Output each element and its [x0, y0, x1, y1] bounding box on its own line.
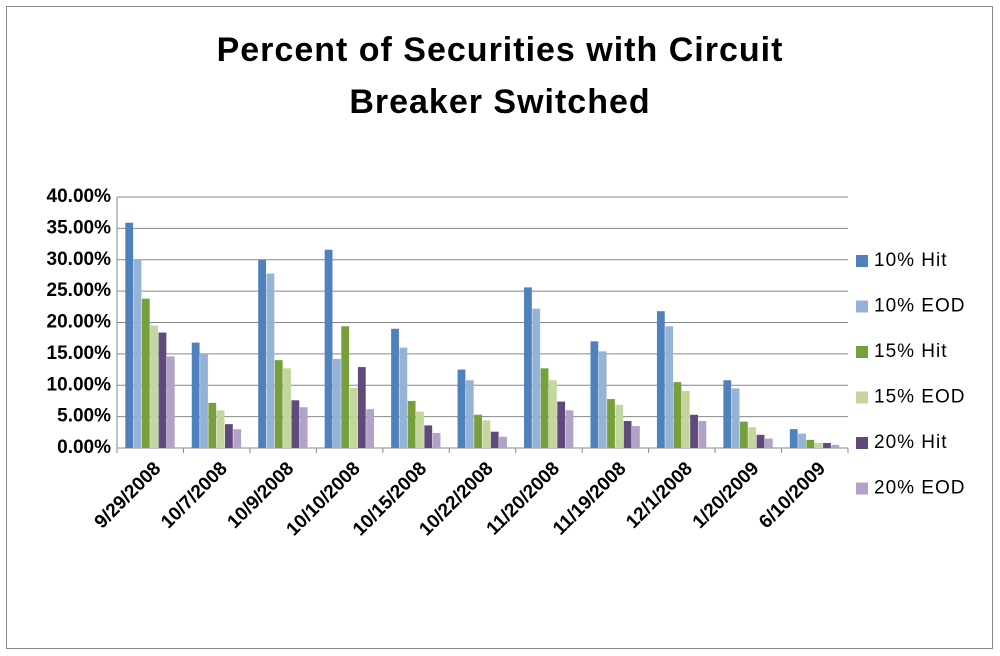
- bar: [673, 382, 682, 448]
- bar: [341, 326, 350, 448]
- bar: [656, 311, 665, 448]
- bar: [474, 414, 482, 448]
- bar: [291, 400, 300, 448]
- bar: [532, 308, 541, 448]
- bar: [798, 433, 806, 448]
- bar: [723, 380, 732, 448]
- y-tick-label: 35.00%: [47, 217, 112, 238]
- bar: [557, 401, 566, 448]
- bar: [756, 434, 765, 448]
- bar: [125, 222, 134, 448]
- x-tick-label: 10/7/2008: [157, 458, 232, 533]
- x-tick-label: 1/20/2009: [689, 458, 764, 533]
- legend-swatch: [856, 255, 868, 267]
- bar: [366, 409, 375, 448]
- y-tick-label: 20.00%: [47, 312, 112, 333]
- y-tick-label: 10.00%: [47, 374, 112, 395]
- y-tick-label: 5.00%: [57, 406, 111, 427]
- legend-label: 20% Hit: [874, 432, 948, 453]
- bar: [399, 347, 408, 448]
- chart-border: [6, 6, 993, 649]
- bar: [490, 431, 499, 448]
- legend-label: 10% Hit: [874, 250, 948, 271]
- bar: [465, 380, 474, 448]
- bar: [258, 259, 267, 448]
- bar: [789, 429, 798, 448]
- y-tick-label: 25.00%: [47, 280, 112, 301]
- bar: [424, 425, 433, 448]
- bar: [416, 411, 424, 448]
- bar: [200, 353, 208, 448]
- legend-label: 15% Hit: [874, 341, 948, 362]
- legend-swatch: [856, 300, 868, 313]
- bar: [357, 367, 366, 448]
- x-tick-label: 6/10/2009: [755, 458, 830, 533]
- y-tick-label: 15.00%: [47, 343, 112, 364]
- legend-swatch: [856, 346, 868, 358]
- chart-title: Percent of Securities with Circuit Break…: [216, 31, 784, 121]
- bar: [349, 387, 358, 448]
- bar: [133, 259, 142, 448]
- bar: [233, 429, 242, 448]
- bar: [740, 421, 748, 448]
- bar: [332, 358, 341, 448]
- bar: [623, 421, 632, 448]
- bar: [598, 351, 607, 448]
- legend-label: 15% EOD: [874, 387, 965, 408]
- bar: [565, 410, 574, 448]
- bar: [432, 432, 441, 448]
- legend-swatch: [856, 437, 868, 449]
- bar: [324, 249, 333, 448]
- bar: [748, 427, 757, 448]
- bar: [814, 442, 823, 448]
- bar: [665, 326, 674, 448]
- bar: [690, 414, 698, 448]
- bar: [731, 388, 740, 448]
- bar: [524, 287, 532, 448]
- bar: [299, 407, 308, 448]
- bar: [590, 341, 599, 448]
- bar: [457, 369, 466, 448]
- bar: [166, 356, 175, 448]
- y-tick-label: 0.00%: [57, 437, 111, 458]
- bar: [191, 342, 200, 448]
- bar: [208, 402, 217, 448]
- bar: [632, 426, 640, 448]
- bar: [274, 360, 283, 448]
- y-tick-label: 30.00%: [47, 249, 112, 270]
- bar: [216, 410, 225, 448]
- bar: [224, 424, 233, 448]
- legend-swatch: [856, 391, 868, 404]
- bar: [266, 273, 275, 448]
- bar: [391, 328, 399, 448]
- bar: [764, 438, 773, 448]
- bar: [499, 436, 507, 448]
- x-tick-label: 9/29/2008: [91, 458, 166, 533]
- bar: [482, 420, 491, 448]
- bar: [150, 325, 159, 448]
- y-tick-label: 40.00%: [47, 186, 112, 207]
- legend-label: 10% EOD: [874, 296, 965, 317]
- bar: [681, 390, 690, 448]
- bar: [831, 444, 840, 448]
- bar: [540, 368, 549, 448]
- x-tick-label: 12/1/2008: [622, 458, 697, 533]
- bar: [698, 421, 707, 448]
- bar: [823, 442, 831, 448]
- bar: [141, 298, 150, 448]
- bar: [158, 332, 167, 448]
- bar: [548, 380, 557, 448]
- bar: [607, 399, 615, 448]
- legend-label: 20% EOD: [874, 478, 965, 499]
- legend-swatch: [856, 482, 868, 495]
- bar: [615, 404, 624, 448]
- bar: [283, 368, 291, 448]
- bar: [407, 400, 416, 448]
- bar: [806, 439, 815, 448]
